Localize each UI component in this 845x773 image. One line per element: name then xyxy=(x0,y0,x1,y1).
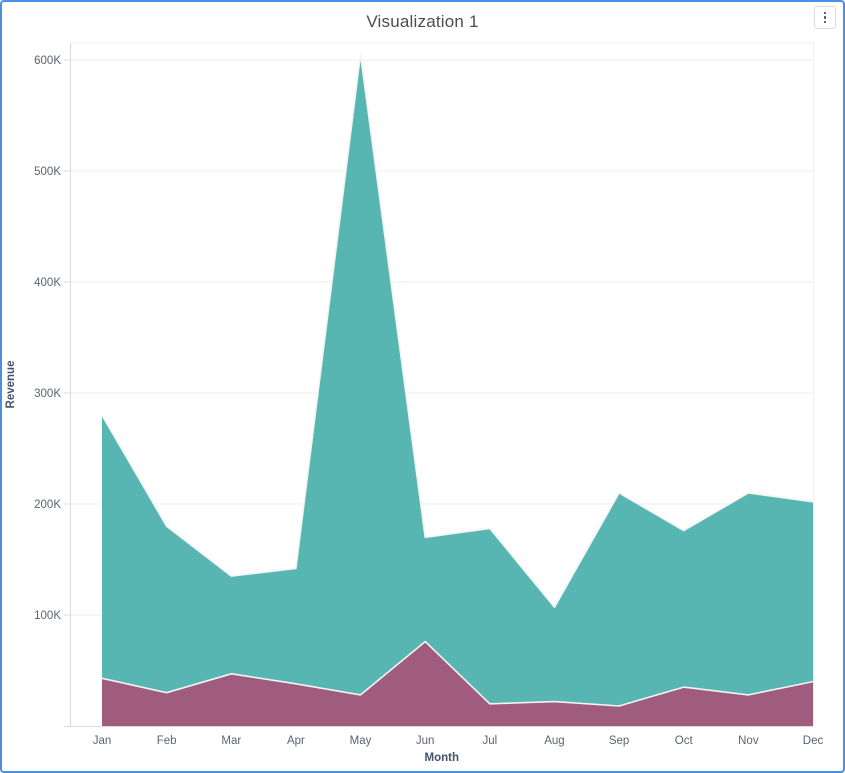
x-tick-label: May xyxy=(350,735,372,747)
x-tick-label: Sep xyxy=(609,735,629,747)
teal-series-line xyxy=(101,53,814,609)
kebab-vertical-icon xyxy=(823,11,827,24)
x-tick-label: Jul xyxy=(482,735,497,747)
x-tick-label: Feb xyxy=(157,735,177,747)
x-tick-label: Apr xyxy=(287,735,305,747)
x-tick-label: Dec xyxy=(803,735,824,747)
chart-title: Visualization 1 xyxy=(366,12,479,31)
more-options-button[interactable] xyxy=(814,6,836,29)
x-tick-label: Jan xyxy=(93,735,112,747)
x-tick-label: Nov xyxy=(738,735,759,747)
y-tick-label: 200K xyxy=(34,499,61,511)
y-tick-label: 600K xyxy=(34,55,61,67)
x-tick-label: Jun xyxy=(416,735,435,747)
y-axis-title: Revenue xyxy=(5,361,17,409)
y-tick-label: 400K xyxy=(34,277,61,289)
teal-series-area[interactable] xyxy=(102,54,813,727)
y-tick-label: 500K xyxy=(34,166,61,178)
x-tick-label: Mar xyxy=(221,735,241,747)
plum-series-area[interactable] xyxy=(102,641,813,726)
x-tick-label: Oct xyxy=(675,735,694,747)
x-tick-label: Aug xyxy=(544,735,564,747)
plum-series-line xyxy=(101,640,814,707)
y-tick-label: 100K xyxy=(34,610,61,622)
x-axis-title: Month xyxy=(425,752,459,764)
y-tick-label: 300K xyxy=(34,388,61,400)
